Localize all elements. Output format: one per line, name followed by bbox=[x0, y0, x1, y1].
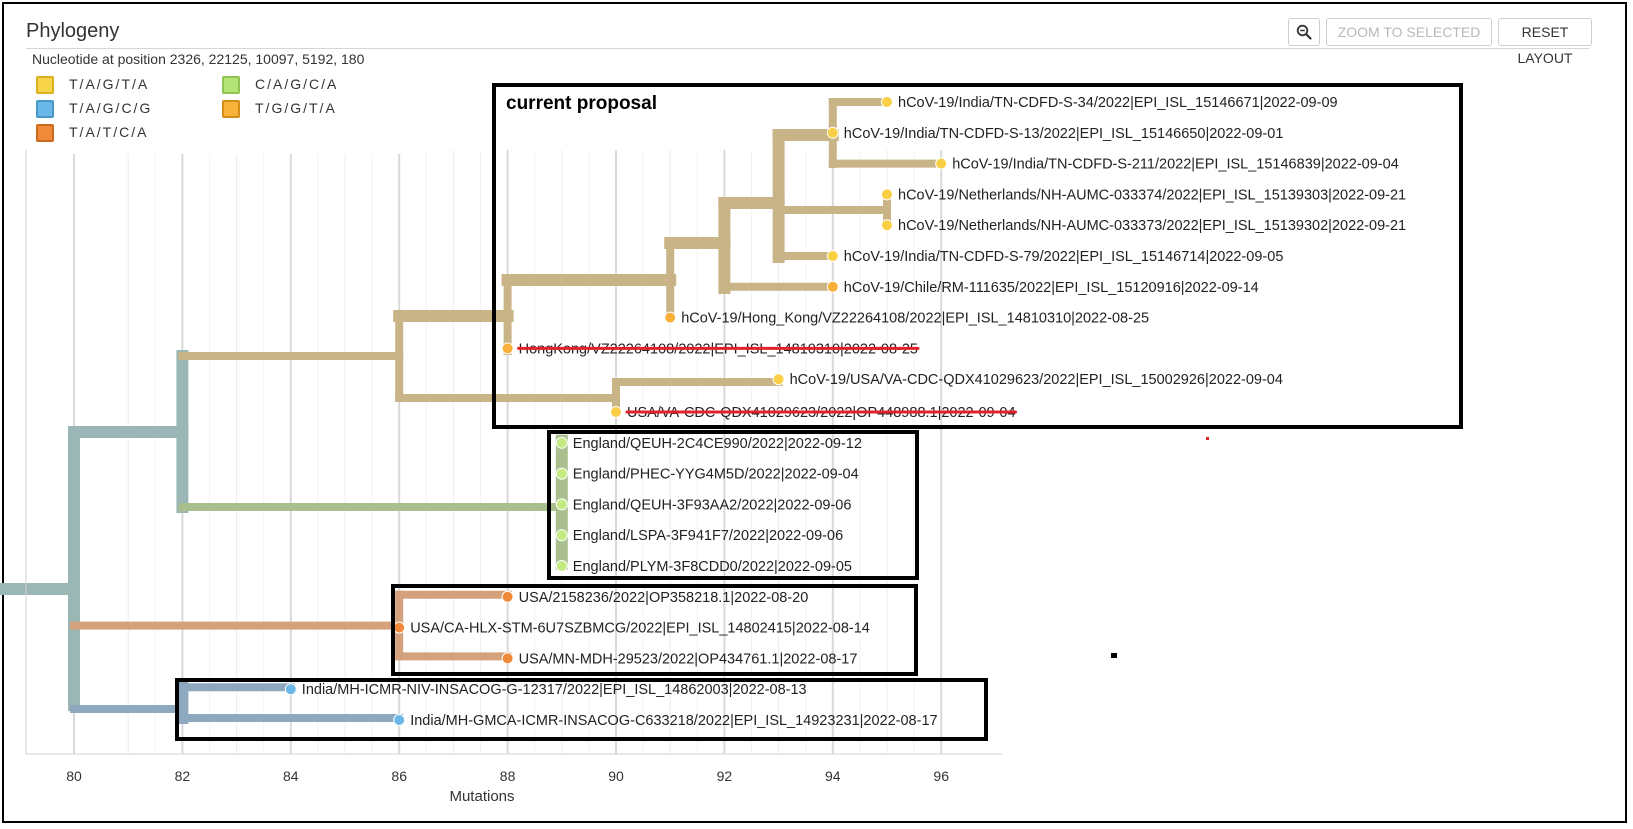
axis-tick-label: 84 bbox=[283, 768, 299, 784]
legend-swatch bbox=[36, 124, 54, 142]
tip-label: hCoV-19/USA/VA-CDC-QDX41029623/2022|EPI_… bbox=[790, 372, 1283, 388]
stray-black-mark bbox=[1111, 653, 1117, 658]
legend-label: T/G/G/T/A bbox=[255, 100, 337, 116]
legend-label: C/A/G/C/A bbox=[255, 76, 339, 92]
tip-node bbox=[826, 126, 839, 139]
tip-label: England/PLYM-3F8CDD0/2022|2022-09-05 bbox=[573, 559, 852, 575]
magnifier-minus-icon bbox=[1296, 24, 1312, 40]
tip-node bbox=[501, 652, 514, 665]
legend-swatch bbox=[36, 100, 54, 118]
legend-label: T/A/T/C/A bbox=[69, 124, 149, 140]
tip-label: England/PHEC-YYG4M5D/2022|2022-09-04 bbox=[573, 467, 859, 483]
reset-layout-button[interactable]: RESET LAYOUT bbox=[1498, 18, 1592, 66]
legend-swatch bbox=[36, 76, 54, 94]
tip-label: USA/2158236/2022|OP358218.1|2022-08-20 bbox=[519, 590, 809, 606]
tip-label: England/QEUH-2C4CE990/2022|2022-09-12 bbox=[573, 436, 862, 452]
tip-label: hCoV-19/India/TN-CDFD-S-211/2022|EPI_ISL… bbox=[952, 157, 1399, 173]
axis-tick-label: 94 bbox=[825, 768, 841, 784]
tip-label: England/LSPA-3F941F7/2022|2022-09-06 bbox=[573, 528, 843, 544]
axis-tick-label: 90 bbox=[608, 768, 624, 784]
tip-label: hCoV-19/Netherlands/NH-AUMC-033373/2022|… bbox=[898, 218, 1406, 234]
usa-cluster-box bbox=[391, 584, 918, 676]
color-by-description: Nucleotide at position 2326, 22125, 1009… bbox=[32, 51, 365, 67]
tip-label: USA/CA-HLX-STM-6U7SZBMCG/2022|EPI_ISL_14… bbox=[410, 621, 870, 637]
tip-label: hCoV-19/India/TN-CDFD-S-13/2022|EPI_ISL_… bbox=[844, 126, 1284, 142]
axis-tick-label: 80 bbox=[66, 768, 82, 784]
tip-node bbox=[555, 498, 568, 511]
axis-tick-label: 86 bbox=[391, 768, 407, 784]
x-axis-label: Mutations bbox=[449, 788, 514, 805]
legend-swatch bbox=[222, 76, 240, 94]
tip-node bbox=[826, 280, 839, 293]
tip-node bbox=[393, 714, 406, 726]
current-proposal-box bbox=[492, 83, 1463, 429]
tree-tips: hCoV-19/India/TN-CDFD-S-34/2022|EPI_ISL_… bbox=[284, 95, 1406, 729]
tip-label: hCoV-19/India/TN-CDFD-S-79/2022|EPI_ISL_… bbox=[844, 249, 1284, 265]
tip-node bbox=[881, 188, 893, 201]
tip-node bbox=[555, 560, 568, 572]
legend-label: T/A/G/C/G bbox=[69, 100, 153, 116]
tip-label: hCoV-19/Chile/RM-111635/2022|EPI_ISL_151… bbox=[844, 280, 1259, 296]
tip-node bbox=[555, 467, 568, 480]
color-legend: T/A/G/T/A C/A/G/C/A T/A/G/C/G T/G/G/T/A … bbox=[36, 74, 406, 154]
stray-red-dot bbox=[1206, 437, 1209, 440]
tip-label: USA/MN-MDH-29523/2022|OP434761.1|2022-08… bbox=[519, 651, 858, 667]
tip-node bbox=[393, 621, 406, 634]
england-cluster-box bbox=[547, 430, 919, 580]
legend-label: T/A/G/T/A bbox=[69, 76, 150, 92]
tip-label: hCoV-19/India/TN-CDFD-S-34/2022|EPI_ISL_… bbox=[898, 95, 1338, 111]
tip-label: hCoV-19/Hong_Kong/VZ22264108/2022|EPI_IS… bbox=[681, 311, 1149, 327]
tip-node bbox=[555, 436, 568, 449]
tip-node bbox=[881, 219, 893, 232]
tip-label: England/QEUH-3F93AA2/2022|2022-09-06 bbox=[573, 497, 852, 513]
header-divider bbox=[26, 48, 1589, 49]
tip-node bbox=[284, 683, 297, 696]
axis-tick-label: 82 bbox=[175, 768, 191, 784]
zoom-out-button[interactable] bbox=[1288, 18, 1320, 46]
tip-node bbox=[881, 96, 893, 108]
axis-tick-label: 88 bbox=[500, 768, 516, 784]
legend-swatch bbox=[222, 100, 240, 118]
zoom-to-selected-button[interactable]: ZOOM TO SELECTED bbox=[1326, 18, 1492, 46]
tip-label: hCoV-19/Netherlands/NH-AUMC-033374/2022|… bbox=[898, 187, 1406, 203]
axis-tick-label: 92 bbox=[717, 768, 733, 784]
tip-node bbox=[664, 311, 677, 324]
tip-node bbox=[826, 250, 839, 262]
axis-tick-label: 96 bbox=[933, 768, 949, 784]
current-proposal-label: current proposal bbox=[506, 93, 657, 114]
tip-node bbox=[772, 373, 785, 386]
panel-title: Phylogeny bbox=[26, 20, 120, 42]
tip-label: India/MH-ICMR-NIV-INSACOG-G-12317/2022|E… bbox=[302, 682, 807, 698]
tip-node bbox=[501, 342, 514, 355]
x-axis: 80 82 84 86 88 90 92 94 96 Mutations bbox=[25, 150, 1002, 805]
india-cluster-box bbox=[175, 678, 988, 741]
tip-node bbox=[935, 157, 948, 170]
tip-node bbox=[610, 406, 622, 418]
tip-node bbox=[555, 529, 568, 542]
annotation-boxes bbox=[175, 83, 1463, 741]
tip-node bbox=[501, 590, 514, 603]
tip-label: India/MH-GMCA-ICMR-INSACOG-C633218/2022|… bbox=[410, 713, 937, 729]
